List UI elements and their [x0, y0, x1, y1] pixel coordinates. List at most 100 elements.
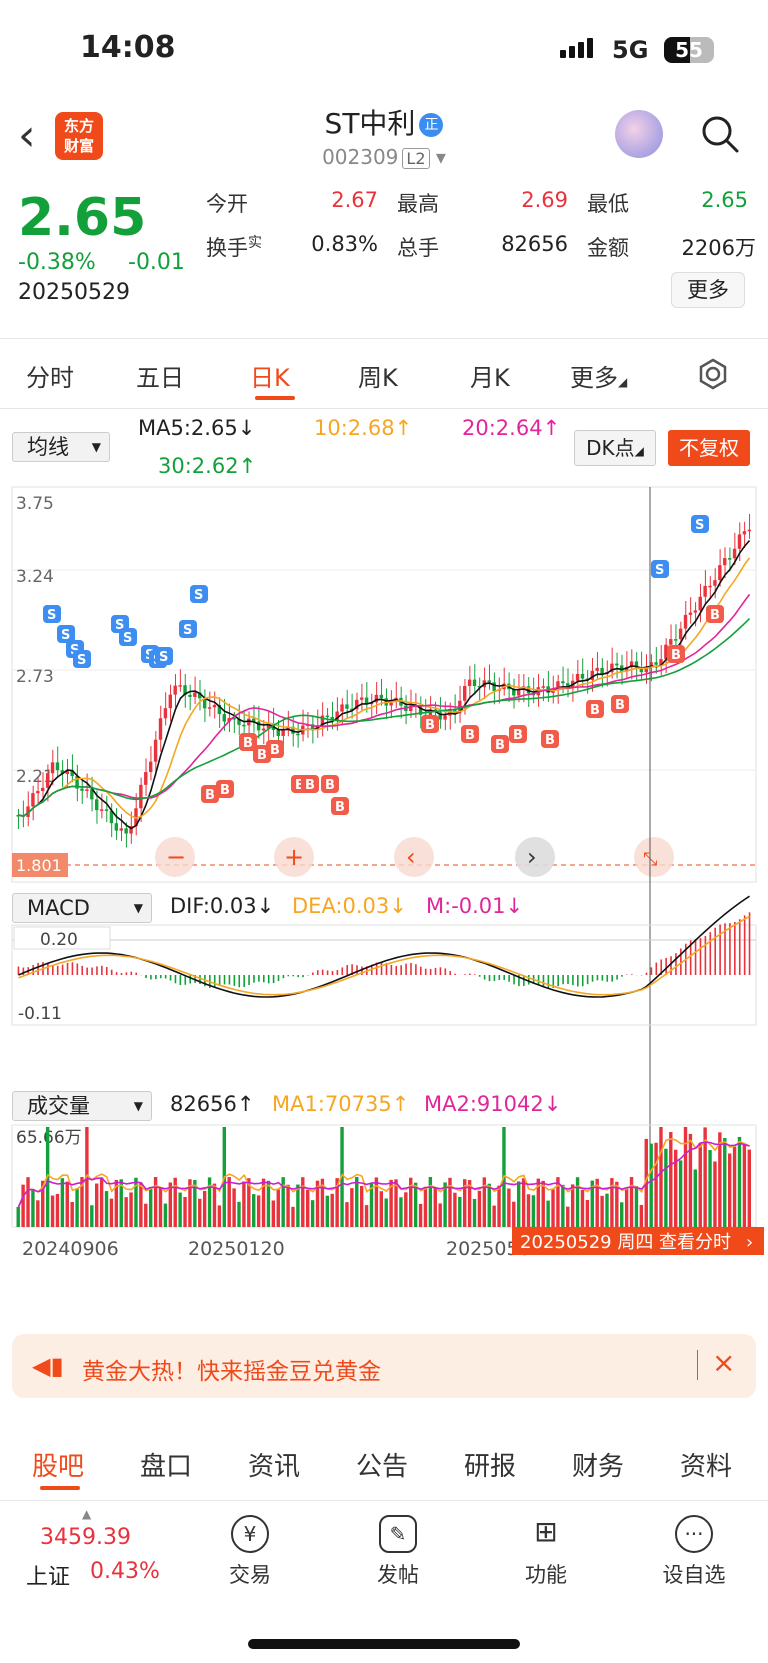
- stock-code: 002309: [322, 145, 399, 169]
- macd-bar: [748, 912, 751, 975]
- macd-bar: [155, 975, 157, 980]
- marker-label: B: [325, 778, 335, 793]
- volume-bar: [193, 1180, 197, 1227]
- candle-body: [80, 788, 84, 791]
- buy-marker: [331, 797, 349, 815]
- marker-label: S: [47, 608, 56, 623]
- macd-bar: [405, 963, 407, 975]
- edit-icon: ✎: [379, 1515, 417, 1553]
- macd-bar: [699, 938, 702, 975]
- volume-frame: [11, 1124, 757, 1228]
- macd-bar: [238, 975, 241, 988]
- volume-bar: [566, 1206, 570, 1227]
- volume-bar: [423, 1186, 428, 1227]
- tab-daily-k[interactable]: 日K: [250, 364, 290, 392]
- tab-five-day[interactable]: 五日: [136, 364, 184, 392]
- tab-announcements[interactable]: 公告: [356, 1452, 409, 1482]
- candle-body: [467, 679, 472, 687]
- index-value[interactable]: 3459.39: [40, 1525, 131, 1550]
- volume-bar: [364, 1205, 369, 1227]
- index-name[interactable]: 上证: [26, 1565, 71, 1590]
- candle-body: [654, 662, 658, 665]
- marker-label: S: [655, 563, 664, 578]
- volume-select[interactable]: 成交量 ▼: [12, 1091, 152, 1121]
- candle-body: [649, 662, 653, 668]
- stock-code-row[interactable]: 002309 L2 ▾: [0, 145, 768, 169]
- nav-trade[interactable]: ¥ 交易: [190, 1515, 310, 1589]
- volume-bar: [595, 1178, 599, 1227]
- high-label: 最高: [397, 192, 439, 216]
- tab-more[interactable]: 更多◢: [570, 364, 628, 392]
- candle-body: [158, 718, 163, 740]
- volume-bar: [649, 1143, 653, 1227]
- volume-bar: [433, 1187, 437, 1227]
- tab-news[interactable]: 资讯: [248, 1452, 301, 1482]
- grid-icon: ⊞: [534, 1515, 558, 1548]
- macd-bar: [91, 967, 93, 975]
- kline-chart[interactable]: 3.75 3.24 2.73 2.21 SSSSSSSSSSSBBBBBBBBB…: [0, 485, 768, 1335]
- volume-bar: [708, 1150, 712, 1227]
- indicator-select[interactable]: 均线 ▼: [12, 432, 110, 462]
- volume-bar: [664, 1148, 668, 1227]
- candle-body: [688, 612, 693, 615]
- nav-add-watchlist[interactable]: ··· 设自选: [634, 1515, 754, 1589]
- search-icon[interactable]: [700, 114, 740, 154]
- candle-body: [50, 762, 55, 774]
- yen-icon: ¥: [231, 1515, 269, 1553]
- close-icon[interactable]: ×: [712, 1346, 736, 1379]
- tab-research[interactable]: 研报: [464, 1452, 517, 1482]
- volume-ma1: MA1:70735↑: [272, 1092, 410, 1116]
- macd-bar: [738, 919, 741, 975]
- assistant-avatar[interactable]: [615, 110, 663, 158]
- buy-marker: [301, 775, 319, 793]
- macd-bar: [444, 968, 447, 975]
- candle-body: [247, 718, 251, 726]
- more-quote-button[interactable]: 更多: [671, 272, 745, 308]
- nav-functions[interactable]: ⊞ 功能: [486, 1515, 606, 1589]
- macd-bar: [262, 975, 265, 983]
- macd-bar: [537, 975, 540, 985]
- tab-orderbook[interactable]: 盘口: [140, 1452, 193, 1482]
- tab-timeshare[interactable]: 分时: [26, 364, 74, 392]
- sell-marker: [691, 515, 709, 533]
- fullscreen-button: [634, 837, 674, 877]
- tab-profile[interactable]: 资料: [680, 1452, 733, 1482]
- no-adjust-button[interactable]: 不复权: [668, 430, 750, 466]
- macd-bar: [164, 975, 167, 979]
- sell-marker: [73, 650, 91, 668]
- buy-marker: [586, 700, 604, 718]
- candle-body: [374, 694, 379, 703]
- level-badge: L2: [402, 148, 430, 169]
- volume-bar: [65, 1181, 69, 1227]
- candle-body: [55, 762, 60, 771]
- macd-bar: [665, 957, 667, 975]
- volume-bar: [60, 1178, 65, 1227]
- marker-label: S: [77, 653, 86, 668]
- current-price: 2.65: [18, 188, 147, 248]
- brand-logo[interactable]: 东方 财富: [55, 112, 103, 160]
- active-tab-indicator: [40, 1486, 80, 1490]
- nav-post[interactable]: ✎ 发帖: [338, 1515, 458, 1589]
- volume-value: 82656↑: [170, 1092, 255, 1116]
- macd-bar: [312, 972, 314, 975]
- macd-bar: [606, 975, 609, 982]
- candle-body: [364, 697, 369, 705]
- macd-bar: [562, 975, 564, 985]
- tab-finance[interactable]: 财务: [572, 1452, 625, 1482]
- macd-select[interactable]: MACD ▼: [12, 893, 152, 923]
- promo-banner[interactable]: ◀▮ 黄金大热！快来摇金豆兑黄金 ×: [12, 1334, 756, 1398]
- marker-label: S: [695, 518, 704, 533]
- quote-panel: 2.65 -0.38% -0.01 20250529 今开 2.67 最高 2.…: [0, 180, 768, 320]
- macd-bar: [645, 972, 648, 975]
- tab-weekly-k[interactable]: 周K: [358, 364, 398, 392]
- buy-marker: [541, 730, 559, 748]
- volume-bar: [276, 1189, 280, 1227]
- volume-bar: [114, 1179, 119, 1227]
- index-change[interactable]: 0.43%: [90, 1559, 160, 1584]
- tab-monthly-k[interactable]: 月K: [470, 364, 510, 392]
- back-icon[interactable]: ‹: [18, 110, 36, 161]
- candle-body: [178, 685, 182, 687]
- settings-icon[interactable]: [697, 358, 729, 390]
- tab-guba[interactable]: 股吧: [32, 1452, 85, 1482]
- dk-point-button[interactable]: DK点◢: [574, 430, 656, 466]
